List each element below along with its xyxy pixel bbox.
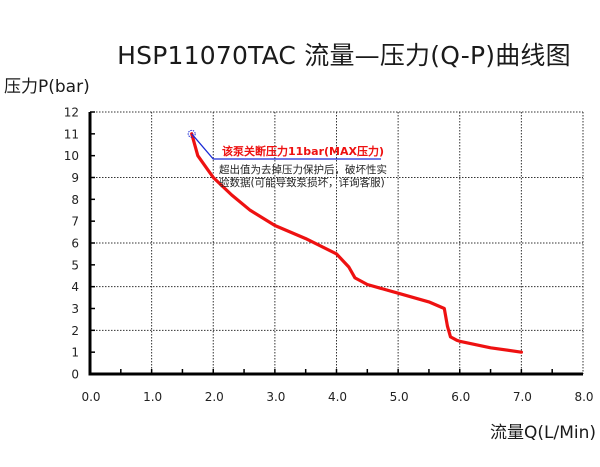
qp-curve xyxy=(190,132,524,354)
y-tick-label: 1 xyxy=(71,346,79,360)
x-tick-label: 1.0 xyxy=(143,390,162,404)
x-tick-label: 3.0 xyxy=(266,390,285,404)
y-tick-label: 5 xyxy=(71,258,79,272)
annotation-line-2: 验数据(可能导致泵损坏，详询客服) xyxy=(219,176,385,189)
y-tick-label: 9 xyxy=(71,171,79,185)
x-tick-label: 2.0 xyxy=(205,390,224,404)
y-tick-label: 12 xyxy=(64,106,79,120)
x-tick-label: 7.0 xyxy=(513,390,532,404)
y-tick-label: 6 xyxy=(71,237,79,251)
y-tick-label: 4 xyxy=(71,280,79,294)
chart-title: HSP11070TAC 流量—压力(Q-P)曲线图 xyxy=(117,41,571,70)
max-pressure-marker-icon xyxy=(187,129,196,138)
annotation-line-1: 超出值为去掉压力保护后，破坏性实 xyxy=(219,163,387,176)
x-tick-label: 5.0 xyxy=(390,390,409,404)
axes xyxy=(88,111,583,376)
y-tick-label: 8 xyxy=(71,193,79,207)
annotation-headline: 该泵关断压力11bar(MAX压力) xyxy=(222,144,384,158)
grid-lines xyxy=(90,111,584,374)
x-tick-label: 6.0 xyxy=(451,390,470,404)
y-tick-label: 10 xyxy=(64,149,79,163)
x-tick-label: 4.0 xyxy=(328,390,347,404)
x-tick-label: 8.0 xyxy=(574,390,593,404)
x-axis-label: 流量Q(L/Min) xyxy=(489,423,596,443)
y-tick-label: 11 xyxy=(64,127,79,141)
annotation-leader-line xyxy=(191,133,381,160)
y-tick-label: 3 xyxy=(71,302,79,316)
y-tick-label: 2 xyxy=(71,324,79,338)
y-axis-label: 压力P(bar) xyxy=(4,77,90,97)
y-tick-label: 7 xyxy=(71,215,79,229)
y-tick-label: 0 xyxy=(71,368,79,382)
x-tick-label: 0.0 xyxy=(81,390,100,404)
